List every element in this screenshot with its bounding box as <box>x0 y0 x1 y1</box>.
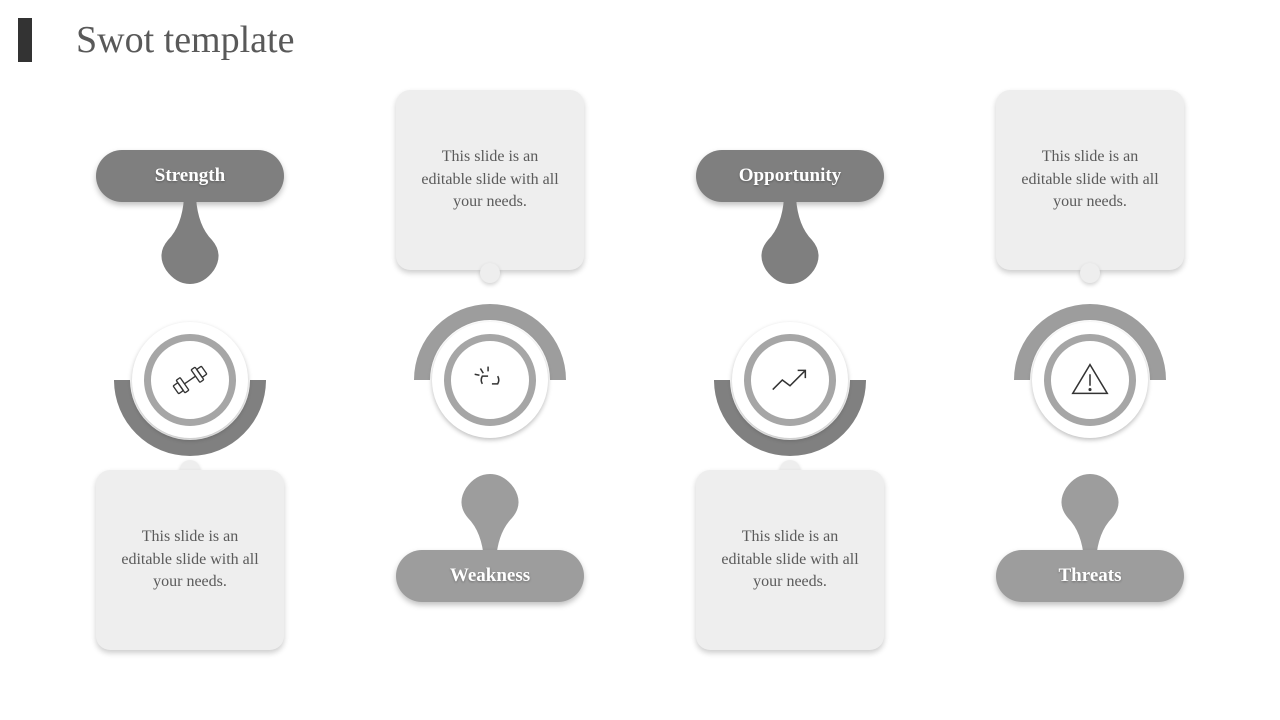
threats-desc: This slide is an editable slide with all… <box>996 90 1184 270</box>
opportunity-label: Opportunity <box>739 165 841 187</box>
opportunity-pill: Opportunity <box>696 150 884 202</box>
threats-connector <box>1060 474 1120 560</box>
title-accent-bar <box>18 18 32 62</box>
swot-strength-column: Strength <box>80 90 300 670</box>
weakness-connector <box>460 474 520 560</box>
swot-threats-column: This slide is an editable slide with all… <box>980 90 1200 670</box>
weakness-desc: This slide is an editable slide with all… <box>396 90 584 270</box>
strength-label: Strength <box>155 165 225 187</box>
opportunity-desc: This slide is an editable slide with all… <box>696 470 884 650</box>
trend-arrow-icon <box>767 357 813 403</box>
weakness-pill: Weakness <box>396 550 584 602</box>
opportunity-circle <box>710 300 870 460</box>
opportunity-connector <box>760 198 820 284</box>
weakness-circle <box>410 300 570 460</box>
swot-opportunity-column: Opportunity This slide is an editable sl… <box>680 90 900 670</box>
strength-pill: Strength <box>96 150 284 202</box>
threats-circle <box>1010 300 1170 460</box>
strength-desc: This slide is an editable slide with all… <box>96 470 284 650</box>
threats-label: Threats <box>1059 565 1122 587</box>
slide-title: Swot template <box>76 18 294 62</box>
swot-columns: Strength <box>0 90 1280 690</box>
strength-circle <box>110 300 270 460</box>
threats-desc-nub <box>1080 263 1100 283</box>
strength-connector <box>160 198 220 284</box>
broken-link-icon <box>467 357 513 403</box>
threats-pill: Threats <box>996 550 1184 602</box>
dumbbell-icon <box>167 357 213 403</box>
weakness-label: Weakness <box>450 565 530 587</box>
weakness-desc-nub <box>480 263 500 283</box>
swot-weakness-column: This slide is an editable slide with all… <box>380 90 600 670</box>
warning-triangle-icon <box>1067 357 1113 403</box>
